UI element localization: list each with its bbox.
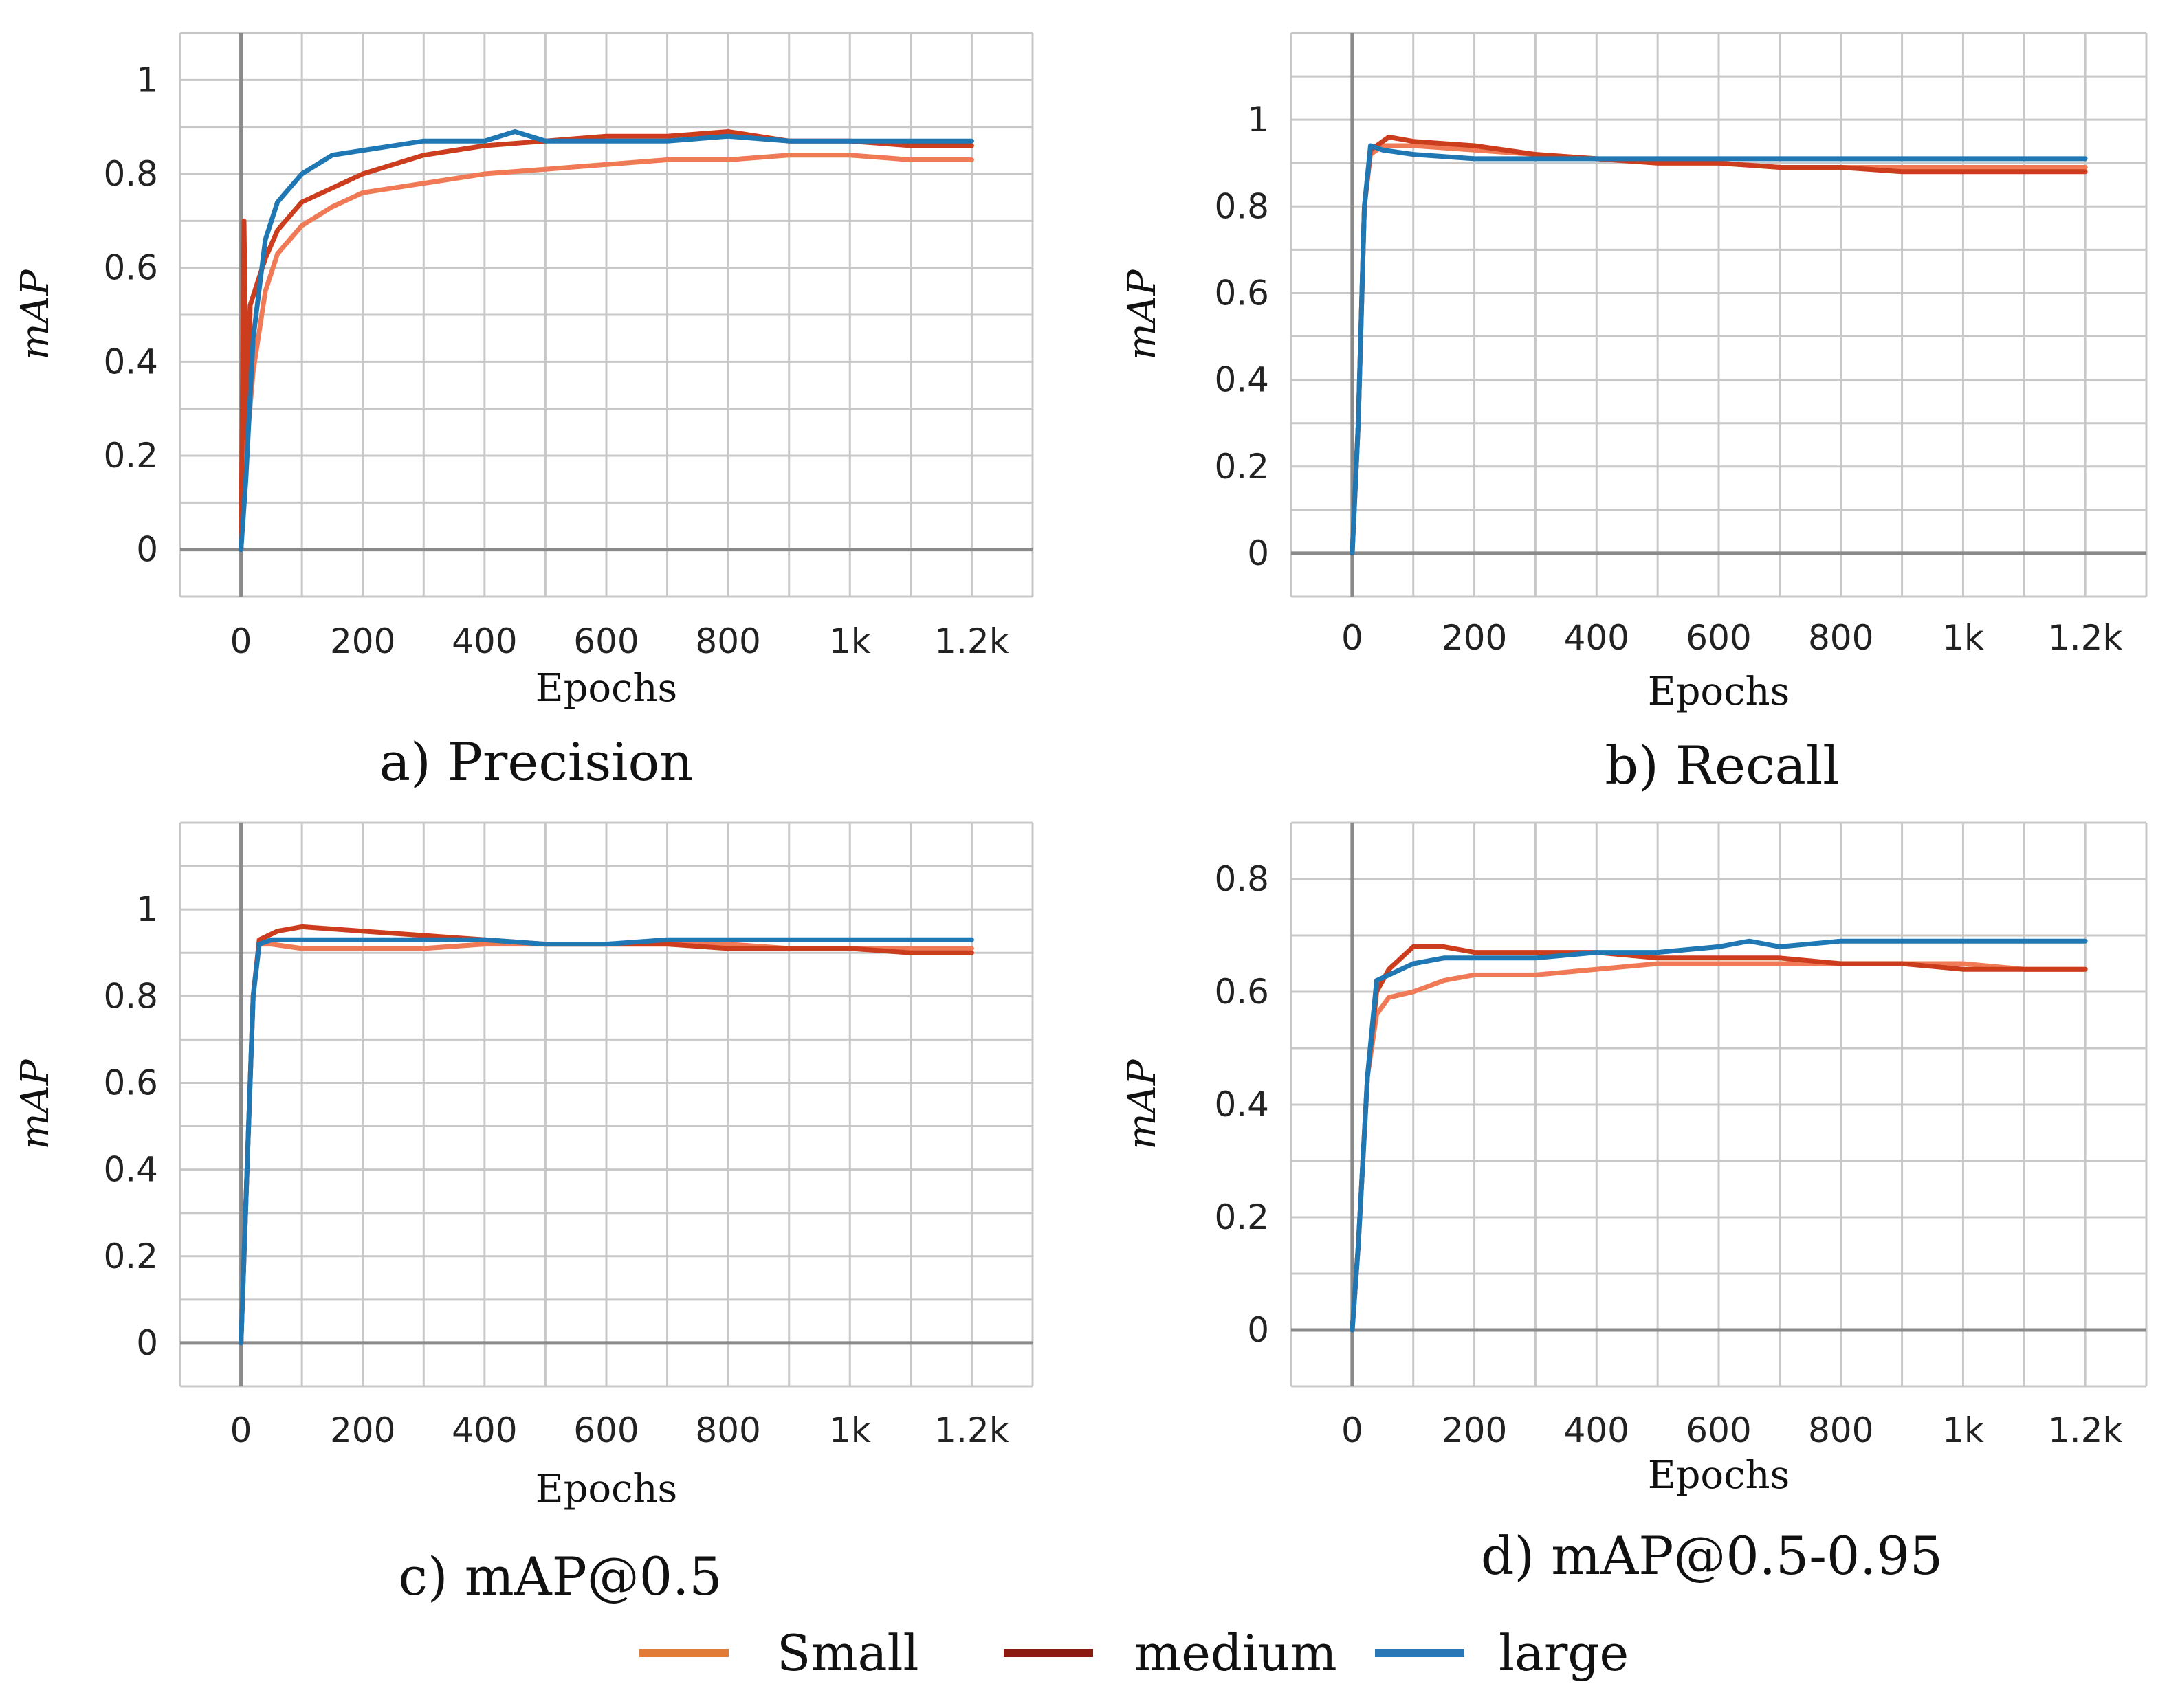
x-tick-label: 0 <box>230 621 252 661</box>
legend-label-large: large <box>1499 1624 1629 1682</box>
y-tick-label: 1 <box>1247 100 1269 140</box>
y-axis-label: mAP <box>1120 1058 1165 1150</box>
legend-item-large: large <box>1375 1624 1629 1682</box>
y-tick-label: 0.2 <box>103 1236 158 1276</box>
series-line-large <box>1350 938 2088 1333</box>
x-tick-label: 800 <box>695 1410 760 1450</box>
x-tick-label: 600 <box>1686 1410 1751 1450</box>
chart-panel-3: 0 0.2 0.4 0.6 0.8 0 200 400 600 800 1k 1.2k Epochs mA… <box>1120 821 2148 1586</box>
legend: Small medium large <box>639 1624 1629 1682</box>
y-tick-label: 1 <box>136 889 158 929</box>
y-tick-label: 0.8 <box>1214 186 1269 226</box>
series-line-large <box>239 129 974 553</box>
y-axis-label: mAP <box>1120 269 1165 360</box>
x-tick-label: 800 <box>1808 618 1873 658</box>
y-axis-label: mAP <box>13 1058 58 1150</box>
x-tick-label: 200 <box>330 621 395 661</box>
y-tick-label: 0.4 <box>103 1150 158 1190</box>
grid <box>1290 821 2148 1388</box>
x-tick-label: 600 <box>573 1410 639 1450</box>
x-tick-label: 1.2k <box>934 1410 1009 1450</box>
x-tick-label: 1k <box>1942 1410 1984 1450</box>
x-tick-label: 200 <box>1442 1410 1507 1450</box>
y-tick-label: 0.4 <box>1214 360 1269 400</box>
panel-caption: d) mAP@0.5-0.95 <box>1481 1525 1943 1586</box>
y-tick-label: 0.6 <box>1214 273 1269 313</box>
chart-panel-1: 0 0.2 0.4 0.6 0.8 1 0 200 400 600 800 1k 1.2k Epochs m… <box>1120 32 2148 796</box>
x-tick-label: 1k <box>1942 618 1984 658</box>
x-tick-label: 800 <box>695 621 760 661</box>
y-tick-label: 0 <box>136 1323 158 1363</box>
panels: 0 0.2 0.4 0.6 0.8 1 0 200 400 600 800 1k 1.2k Epochs m… <box>13 32 2148 1607</box>
x-tick-label: 0 <box>1341 618 1363 658</box>
x-tick-label: 400 <box>1564 618 1629 658</box>
x-tick-label: 1.2k <box>934 621 1009 661</box>
y-tick-label: 0.8 <box>103 976 158 1016</box>
y-tick-label: 0.4 <box>1214 1085 1269 1124</box>
x-tick-label: 1.2k <box>2048 1410 2123 1450</box>
x-tick-label: 200 <box>1442 618 1507 658</box>
x-tick-label: 400 <box>452 1410 517 1450</box>
x-tick-label: 1k <box>829 621 871 661</box>
x-tick-label: 600 <box>573 621 639 661</box>
x-axis-label: Epochs <box>1648 669 1790 714</box>
y-tick-label: 0.6 <box>1214 972 1269 1012</box>
grid <box>179 32 1034 598</box>
x-axis-label: Epochs <box>536 666 678 711</box>
y-tick-label: 0.6 <box>103 248 158 288</box>
series-line-large <box>1350 143 2088 556</box>
y-tick-label: 0.2 <box>103 436 158 476</box>
x-tick-label: 600 <box>1686 618 1751 658</box>
chart-panel-2: 0 0.2 0.4 0.6 0.8 1 0 200 400 600 800 1k 1.2k Epochs m… <box>13 821 1034 1607</box>
legend-item-small: Small <box>639 1624 919 1682</box>
x-tick-label: 1.2k <box>2048 618 2123 658</box>
x-tick-label: 400 <box>1564 1410 1629 1450</box>
y-tick-label: 0 <box>136 530 158 570</box>
legend-item-medium: medium <box>1004 1624 1337 1682</box>
x-tick-label: 200 <box>330 1410 395 1450</box>
series-line-small <box>239 153 974 553</box>
panel-caption: b) Recall <box>1605 735 1839 796</box>
y-tick-label: 0.8 <box>1214 859 1269 899</box>
y-tick-label: 0.6 <box>103 1063 158 1102</box>
x-axis-label: Epochs <box>536 1467 678 1511</box>
y-axis-label: mAP <box>13 269 58 360</box>
panel-caption: a) Precision <box>380 731 693 792</box>
y-tick-label: 0 <box>1247 1310 1269 1350</box>
legend-label-small: Small <box>777 1624 919 1682</box>
y-tick-label: 0 <box>1247 533 1269 573</box>
x-tick-label: 1k <box>829 1410 871 1450</box>
y-tick-label: 1 <box>136 60 158 100</box>
series-line-large <box>239 937 974 1346</box>
y-tick-label: 0.4 <box>103 342 158 381</box>
legend-label-medium: medium <box>1134 1624 1337 1682</box>
panel-caption: c) mAP@0.5 <box>398 1546 722 1607</box>
x-tick-label: 0 <box>230 1410 252 1450</box>
y-tick-label: 0.8 <box>103 154 158 194</box>
y-tick-label: 0.2 <box>1214 1197 1269 1237</box>
x-tick-label: 0 <box>1341 1410 1363 1450</box>
x-tick-label: 400 <box>452 621 517 661</box>
y-tick-label: 0.2 <box>1214 447 1269 487</box>
x-tick-label: 800 <box>1808 1410 1873 1450</box>
x-axis-label: Epochs <box>1648 1453 1790 1498</box>
chart-panel-0: 0 0.2 0.4 0.6 0.8 1 0 200 400 600 800 1k 1.2k Epochs m… <box>13 32 1034 792</box>
